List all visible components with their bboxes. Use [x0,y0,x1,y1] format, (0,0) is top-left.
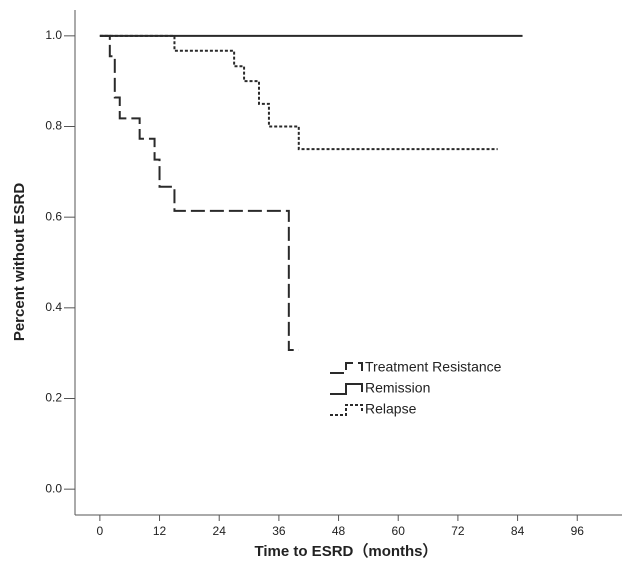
legend-label: Treatment Resistance [365,359,502,375]
survival-line [99,34,498,151]
y-axis-title: Percent without ESRD [11,183,28,342]
legend-swatch [330,383,363,395]
x-axis-title: Time to ESRD（months） [254,542,437,560]
survival-line [99,34,299,351]
x-tick-label: 72 [451,524,465,538]
y-tick-label: 0.2 [45,391,62,405]
x-tick-label: 60 [392,524,406,538]
x-tick-label: 84 [511,524,525,538]
x-tick-label: 0 [97,524,104,538]
x-tick-label: 96 [571,524,585,538]
x-tick-label: 12 [153,524,167,538]
x-tick-label: 36 [272,524,286,538]
legend-swatch [330,362,363,374]
x-tick-label: 24 [213,524,227,538]
y-tick-label: 1.0 [45,28,62,42]
y-tick-label: 0.6 [45,209,62,223]
x-tick-label: 48 [332,524,346,538]
y-tick-label: 0.8 [45,119,62,133]
y-tick-label: 0.4 [45,300,62,314]
legend-swatch [330,404,363,416]
legend-label: Remission [365,380,430,396]
y-tick-label: 0.0 [45,481,62,495]
legend-label: Relapse [365,401,417,417]
